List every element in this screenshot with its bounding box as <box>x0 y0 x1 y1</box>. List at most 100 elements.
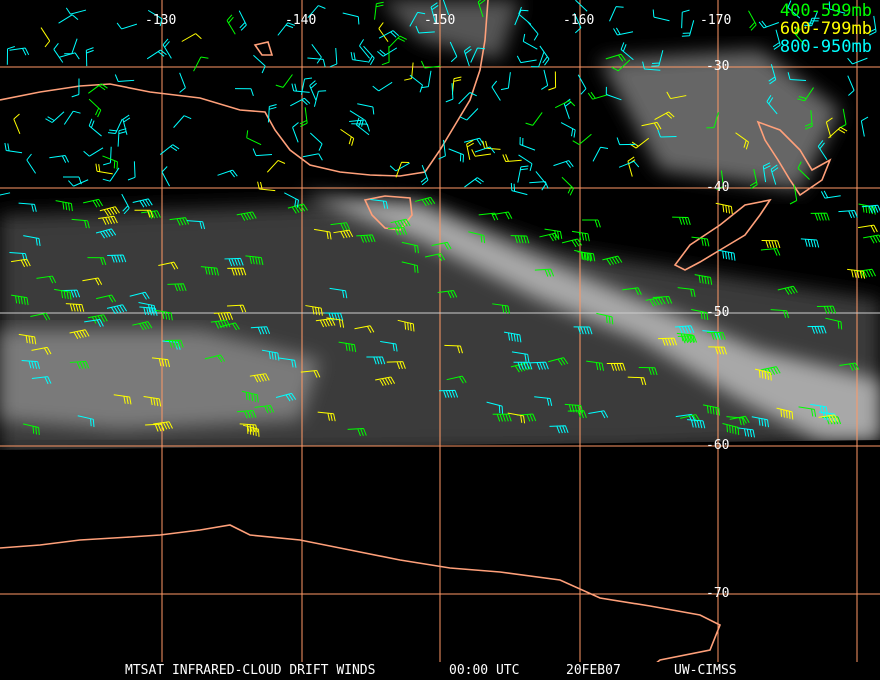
wind-barb-icon <box>577 74 587 95</box>
wind-barb-icon <box>459 108 479 121</box>
wind-barb-icon <box>87 257 107 266</box>
wind-barb-icon <box>226 304 247 313</box>
wind-barb-icon <box>592 146 609 162</box>
wind-barb-icon <box>839 362 860 371</box>
nz-south-island <box>673 198 772 271</box>
wind-barb-icon <box>838 210 858 219</box>
wind-barb-icon <box>278 357 297 368</box>
wind-barb-icon <box>313 228 332 240</box>
wind-barb-icon <box>478 212 499 221</box>
wind-barb-icon <box>307 57 326 67</box>
wind-barb-icon <box>518 154 533 172</box>
wind-barb-icon <box>641 121 662 130</box>
wind-barb-icon <box>132 321 153 331</box>
wind-barb-icon <box>574 249 592 262</box>
wind-barb-icon <box>702 404 721 416</box>
wind-barb-icon <box>722 423 740 435</box>
wind-barb-icon <box>378 30 399 39</box>
wind-barb-icon <box>605 86 622 101</box>
wind-barb-icon <box>470 47 485 63</box>
wind-barb-icon <box>681 9 690 29</box>
wind-barb-icon <box>582 219 601 228</box>
wind-barb-icon <box>116 22 138 30</box>
wind-barb-icon <box>451 76 462 95</box>
wind-barb-icon <box>666 91 687 100</box>
wind-barb-icon <box>6 46 15 65</box>
wind-barb-icon <box>311 44 322 64</box>
wind-barb-icon <box>63 110 81 125</box>
date-label: 20FEB07 <box>566 663 621 678</box>
nz-north-island <box>756 120 832 197</box>
wind-barb-icon <box>828 1 846 14</box>
wind-barb-icon <box>414 196 436 207</box>
wind-barb-icon <box>387 227 408 236</box>
wind-barb-icon <box>627 376 647 386</box>
wind-barb-icon <box>522 33 538 50</box>
legend-600-799: 600-799mb <box>779 19 872 39</box>
wind-barb-icon <box>139 306 158 316</box>
wind-barb-icon <box>69 360 90 370</box>
wind-barb-icon <box>463 45 472 67</box>
wind-barb-icon <box>735 132 749 150</box>
wind-barb-icon <box>754 368 772 381</box>
wind-barb-icon <box>404 62 414 81</box>
wind-barb-icon <box>71 218 90 229</box>
wind-barb-icon <box>235 88 254 97</box>
wind-barb-icon <box>820 190 841 199</box>
wind-barb-icon <box>511 351 530 362</box>
wind-barb-icon <box>587 91 609 100</box>
wind-barb-icon <box>718 249 736 261</box>
wind-barb-icon <box>548 71 557 91</box>
wind-barb-icon <box>193 56 209 72</box>
wind-barb-icon <box>618 160 640 168</box>
wind-barb-icon <box>817 140 828 161</box>
wind-barb-icon <box>186 220 206 230</box>
wind-barb-icon <box>261 349 280 361</box>
wind-barb-icon <box>420 60 441 69</box>
legend-400-599: 400-599mb <box>779 1 872 21</box>
wind-barb-icon <box>134 209 154 218</box>
wind-barb-icon <box>687 419 706 429</box>
wind-barb-icon <box>611 59 631 72</box>
wind-barb-icon <box>84 319 104 328</box>
wind-barb-icon <box>395 161 410 178</box>
wind-barb-icon <box>224 257 244 267</box>
wind-barb-icon <box>122 114 131 135</box>
wind-barb-icon <box>31 346 52 355</box>
wind-barb-icon <box>620 42 634 61</box>
wind-barb-icon <box>861 204 880 214</box>
wind-barb-icon <box>500 72 511 91</box>
wind-barb-icon <box>492 413 512 422</box>
wind-barb-icon <box>65 303 85 312</box>
wind-barb-icon <box>146 49 167 60</box>
wind-barb-icon <box>9 47 30 56</box>
wind-barb-icon <box>858 203 876 215</box>
wind-barb-icon <box>677 287 696 297</box>
wind-barb-icon <box>329 47 338 68</box>
wind-barb-icon <box>510 182 528 196</box>
wind-barb-icon <box>49 154 70 163</box>
wind-barb-icon <box>798 406 817 417</box>
wind-barb-icon <box>245 255 264 266</box>
tasmania-coast <box>363 195 413 231</box>
wind-barb-icon <box>561 238 583 248</box>
wind-barb-icon <box>292 122 299 143</box>
wind-barb-icon <box>31 376 52 385</box>
wind-barb-icon <box>0 192 11 196</box>
wind-barb-icon <box>338 341 357 353</box>
wind-barb-icon <box>751 416 769 428</box>
lat-label: -70 <box>706 586 730 601</box>
wind-barb-icon <box>354 325 375 334</box>
wind-barb-icon <box>516 55 537 64</box>
wind-barb-icon <box>63 176 82 185</box>
lat-label: -60 <box>706 438 730 453</box>
wind-barb-icon <box>471 149 492 157</box>
wind-barb-icon <box>284 192 299 208</box>
wind-barb-icon <box>787 72 806 81</box>
wind-barb-icon <box>541 69 549 90</box>
wind-barb-icon <box>847 75 855 96</box>
wind-barb-icon <box>797 161 810 180</box>
wind-barb-icon <box>291 83 310 93</box>
wind-barb-icon <box>145 423 165 432</box>
